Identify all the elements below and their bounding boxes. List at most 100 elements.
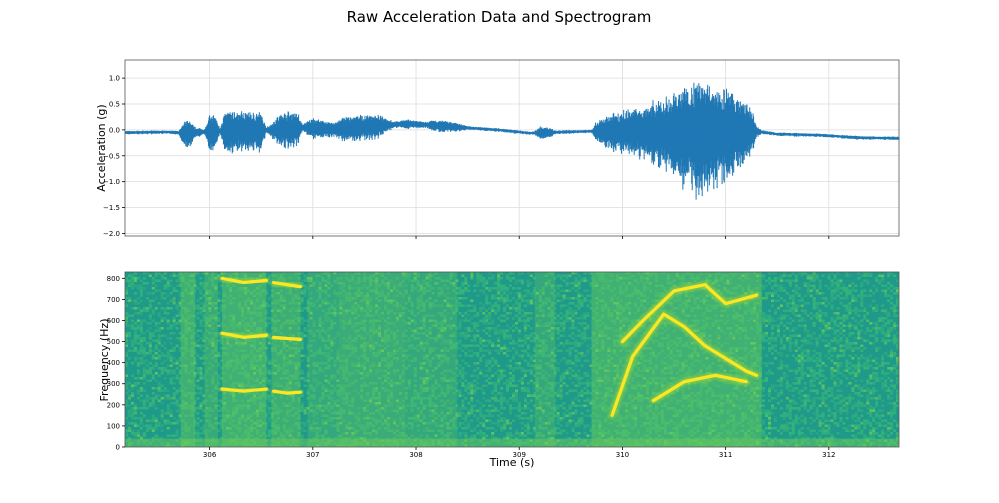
spectrogram-bin bbox=[327, 367, 331, 370]
spectrogram-bin bbox=[169, 354, 173, 357]
spectrogram-bin bbox=[273, 314, 277, 317]
spectrogram-bin bbox=[509, 349, 512, 352]
spectrogram-bin bbox=[896, 287, 899, 290]
spectrogram-bin bbox=[169, 377, 173, 380]
spectrogram-bin bbox=[464, 327, 468, 330]
spectrogram-bin bbox=[803, 282, 807, 285]
spectrogram-bin bbox=[863, 314, 867, 317]
spectrogram-bin bbox=[503, 332, 507, 335]
spectrogram-bin bbox=[160, 369, 164, 372]
spectrogram-bin bbox=[583, 327, 587, 330]
spectrogram-bin bbox=[181, 314, 185, 317]
spectrogram-bin bbox=[753, 307, 757, 310]
spectrogram-bin bbox=[812, 277, 816, 280]
spectrogram-bin bbox=[556, 327, 560, 330]
spectrogram-bin bbox=[378, 329, 382, 332]
spectrogram-bin bbox=[148, 307, 152, 310]
spectrogram-bin bbox=[800, 349, 804, 352]
spectrogram-bin bbox=[604, 304, 608, 307]
spectrogram-bin bbox=[514, 287, 518, 290]
spectrogram-bin bbox=[893, 324, 897, 327]
spectrogram-bin bbox=[381, 292, 384, 295]
spectrogram-bin bbox=[514, 292, 518, 295]
spectrogram-bin bbox=[872, 307, 876, 310]
spectrogram-bin bbox=[383, 334, 387, 337]
spectrogram-bin bbox=[211, 332, 215, 335]
spectrogram-bin bbox=[514, 309, 518, 312]
spectrogram-bin bbox=[723, 369, 727, 372]
spectrogram-bin bbox=[809, 357, 813, 360]
spectrogram-bin bbox=[672, 279, 676, 282]
spectrogram-bin bbox=[205, 292, 209, 295]
spectrogram-bin bbox=[154, 272, 158, 275]
spectrogram-bin bbox=[178, 332, 182, 335]
spectrogram-bin bbox=[297, 317, 301, 320]
spectrogram-bin bbox=[133, 284, 137, 287]
spectrogram-bin bbox=[512, 287, 515, 290]
spectrogram-bin bbox=[455, 367, 459, 370]
spectrogram-bin bbox=[261, 354, 265, 357]
spectrogram-bin bbox=[434, 339, 438, 342]
spectrogram-bin bbox=[833, 374, 837, 377]
spectrogram-bin bbox=[217, 374, 221, 377]
spectrogram-bin bbox=[363, 294, 367, 297]
spectrogram-bin bbox=[779, 317, 783, 320]
spectrogram-bin bbox=[726, 297, 730, 300]
spectrogram-bin bbox=[559, 334, 563, 337]
spectrogram-bin bbox=[818, 369, 822, 372]
spectrogram-bin bbox=[285, 369, 289, 372]
spectrogram-bin bbox=[130, 279, 134, 282]
spectrogram-bin bbox=[818, 309, 822, 312]
spectrogram-bin bbox=[723, 289, 727, 292]
spectrogram-bin bbox=[878, 319, 882, 322]
spectrogram-bin bbox=[300, 282, 304, 285]
spectrogram-bin bbox=[464, 277, 468, 280]
spectrogram-bin bbox=[512, 277, 515, 280]
spectrogram-bin bbox=[568, 327, 572, 330]
spectrogram-bin bbox=[208, 367, 212, 370]
spectrogram-bin bbox=[577, 357, 581, 360]
spectrogram-bin bbox=[255, 312, 259, 315]
spectrogram-bin bbox=[178, 364, 182, 367]
spectrogram-bin bbox=[279, 367, 283, 370]
spectrogram-bin bbox=[773, 357, 777, 360]
spectrogram-bin bbox=[842, 297, 846, 300]
spectrogram-bin bbox=[776, 317, 780, 320]
spectrogram-bin bbox=[500, 294, 504, 297]
spectrogram-bin bbox=[148, 304, 152, 307]
spectrogram-bin bbox=[866, 319, 870, 322]
spectrogram-bin bbox=[586, 324, 590, 327]
spectrogram-bin bbox=[791, 299, 795, 302]
spectrogram-bin bbox=[732, 369, 736, 372]
spectrogram-bin bbox=[568, 359, 572, 362]
spectrogram-bin bbox=[863, 294, 867, 297]
spectrogram-bin bbox=[881, 274, 885, 277]
spectrogram-bin bbox=[768, 372, 771, 375]
spectrogram-bin bbox=[708, 274, 712, 277]
spectrogram-bin bbox=[348, 334, 352, 337]
spectrogram-bin bbox=[282, 342, 286, 345]
spectrogram-bin bbox=[503, 319, 507, 322]
spectrogram-bin bbox=[229, 324, 233, 327]
spectrogram-bin bbox=[211, 304, 215, 307]
spectrogram-bin bbox=[303, 292, 307, 295]
spectrogram-bin bbox=[211, 277, 215, 280]
spectrogram-bin bbox=[782, 334, 786, 337]
spectrogram-bin bbox=[238, 339, 242, 342]
spectrogram-bin bbox=[178, 272, 182, 275]
spectrogram-bin bbox=[217, 319, 221, 322]
spectrogram-bin bbox=[845, 364, 849, 367]
spectrogram-bin bbox=[461, 282, 465, 285]
spectrogram-bin bbox=[312, 322, 316, 325]
spectrogram-bin bbox=[253, 354, 256, 357]
spectrogram-bin bbox=[842, 352, 846, 355]
spectrogram-bin bbox=[732, 352, 736, 355]
spectrogram-bin bbox=[479, 289, 483, 292]
spectrogram-bin bbox=[824, 334, 828, 337]
spectrogram-bin bbox=[199, 297, 203, 300]
spectrogram-bin bbox=[255, 329, 259, 332]
spectrogram-bin bbox=[616, 367, 620, 370]
spectrogram-bin bbox=[812, 337, 816, 340]
spectrogram-bin bbox=[497, 377, 501, 380]
spectrogram-bin bbox=[235, 272, 239, 275]
